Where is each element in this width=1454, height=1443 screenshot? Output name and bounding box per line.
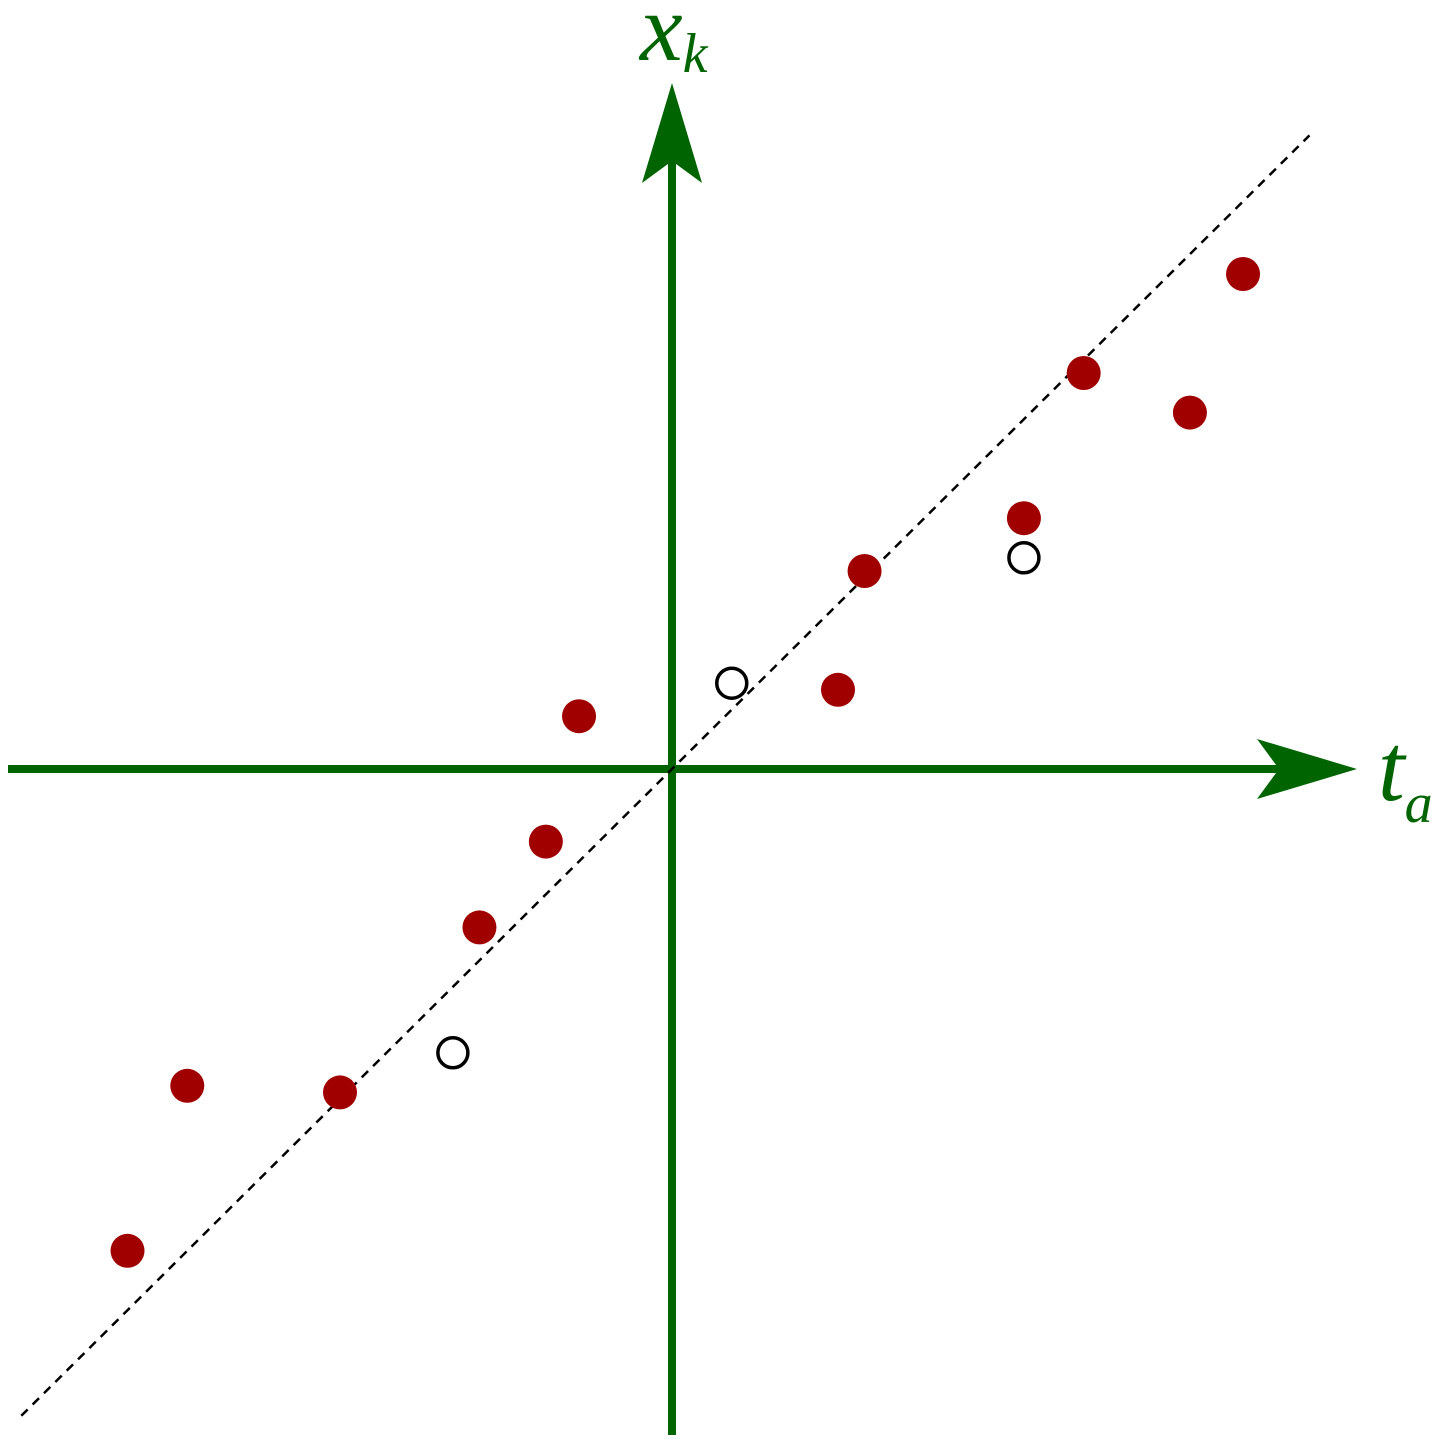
- fit-line-group: [20, 134, 1311, 1417]
- data-points-group: [110, 257, 1261, 1268]
- data-point-filled: [170, 1068, 205, 1103]
- data-point-filled: [528, 824, 563, 859]
- fit-line: [20, 134, 1311, 1417]
- data-point-hollow: [436, 1036, 470, 1070]
- y-axis-label-subscript: k: [683, 23, 709, 85]
- data-point-hollow: [715, 666, 749, 700]
- y-axis-label-main: x: [638, 0, 683, 81]
- y-axis-label: xk: [638, 0, 709, 85]
- data-point-filled: [562, 699, 597, 734]
- data-point-filled: [1066, 356, 1101, 390]
- x-axis-label: ta: [1378, 714, 1433, 835]
- data-point-filled: [462, 910, 497, 945]
- data-point-filled: [1226, 257, 1261, 291]
- data-point-filled: [110, 1233, 145, 1268]
- data-point-filled: [1172, 395, 1207, 430]
- data-point-filled: [821, 672, 855, 707]
- x-axis-label-subscript: a: [1405, 773, 1433, 835]
- data-point-filled: [847, 554, 882, 588]
- data-point-filled: [1006, 501, 1041, 536]
- x-axis-label-main: t: [1378, 714, 1407, 821]
- data-point-hollow: [1007, 541, 1041, 575]
- data-point-filled: [323, 1075, 357, 1110]
